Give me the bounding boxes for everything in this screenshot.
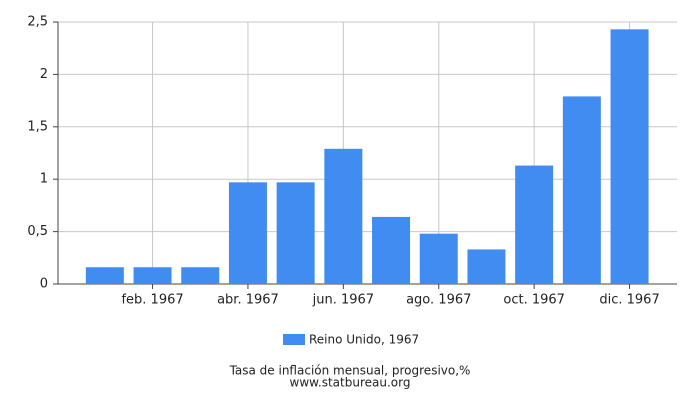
y-tick-label: 2,5 <box>27 15 48 30</box>
bar <box>467 249 506 284</box>
x-tick-label: dic. 1967 <box>599 293 659 308</box>
bar <box>515 165 554 284</box>
y-tick-label: 0,5 <box>27 224 48 239</box>
bar <box>181 267 220 284</box>
chart-title: Tasa de inflación mensual, progresivo,% <box>229 364 471 378</box>
y-tick-label: 1 <box>40 172 48 187</box>
y-tick-label: 1,5 <box>27 119 48 134</box>
x-tick-label: feb. 1967 <box>121 293 183 308</box>
bar <box>228 182 267 284</box>
bar <box>276 182 315 284</box>
x-tick-label: oct. 1967 <box>503 293 565 308</box>
x-tick-label: jun. 1967 <box>312 293 374 308</box>
bar <box>85 267 124 284</box>
legend-label: Reino Unido, 1967 <box>309 333 419 347</box>
y-tick-label: 2 <box>40 67 48 82</box>
bar <box>562 96 601 285</box>
bar <box>372 216 411 284</box>
x-tick-label: ago. 1967 <box>406 293 471 308</box>
bar <box>133 267 172 284</box>
bar <box>610 29 649 285</box>
legend-swatch <box>283 334 305 345</box>
bar <box>324 148 363 284</box>
y-tick-label: 0 <box>40 277 48 292</box>
source: www.statbureau.org <box>290 376 411 390</box>
x-tick-label: abr. 1967 <box>217 293 279 308</box>
bar <box>419 233 458 284</box>
